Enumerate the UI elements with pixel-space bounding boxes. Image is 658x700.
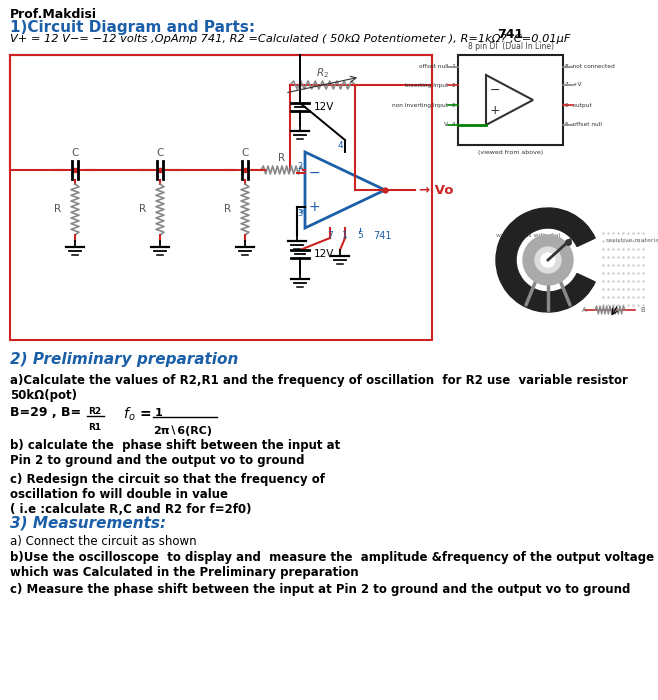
Circle shape [523, 235, 573, 285]
Text: a) Connect the circuit as shown: a) Connect the circuit as shown [10, 535, 197, 548]
Circle shape [535, 247, 561, 273]
Text: 1: 1 [342, 231, 348, 240]
Text: 741: 741 [373, 231, 392, 241]
Text: 8 pin DI  (Dual In Line): 8 pin DI (Dual In Line) [467, 42, 553, 51]
Text: (viewed from above): (viewed from above) [478, 150, 543, 155]
Text: +: + [309, 200, 320, 214]
Text: wiper turns with dial: wiper turns with dial [496, 232, 561, 237]
Text: −: − [309, 166, 320, 180]
Text: R: R [224, 204, 231, 214]
Text: 3) Measurements:: 3) Measurements: [10, 515, 166, 530]
Text: $f_o$ =: $f_o$ = [114, 406, 152, 424]
Text: −: − [490, 83, 501, 97]
Text: c) Measure the phase shift between the input at Pin 2 to ground and the output v: c) Measure the phase shift between the i… [10, 583, 630, 596]
Text: C: C [71, 148, 79, 158]
Text: 741: 741 [497, 28, 524, 41]
Text: B=29 , B=: B=29 , B= [10, 406, 81, 419]
Text: 4: 4 [338, 141, 343, 150]
Text: resistive material: resistive material [606, 237, 658, 242]
Text: 2) Preliminary preparation: 2) Preliminary preparation [10, 352, 238, 367]
Text: b) calculate the  phase shift between the input at
Pin 2 to ground and the outpu: b) calculate the phase shift between the… [10, 439, 340, 467]
Text: 12V: 12V [314, 102, 334, 112]
Text: 3: 3 [297, 209, 303, 218]
Text: A: A [582, 307, 587, 313]
Text: +: + [490, 104, 501, 116]
Text: 2: 2 [298, 162, 303, 171]
Text: B: B [640, 307, 645, 313]
Text: 12V: 12V [314, 249, 334, 259]
Text: R: R [54, 204, 61, 214]
Text: C: C [241, 148, 249, 158]
Text: 2π∖6(RC): 2π∖6(RC) [153, 426, 212, 437]
Text: b)Use the oscilloscope  to display and  measure the  amplitude &frequency of the: b)Use the oscilloscope to display and me… [10, 551, 654, 579]
Text: 5: 5 [357, 231, 363, 240]
Text: R2: R2 [88, 407, 101, 416]
Text: V  4: V 4 [445, 122, 456, 127]
Text: 5  offset null: 5 offset null [565, 122, 602, 127]
Text: R: R [278, 153, 286, 163]
Text: R1: R1 [88, 423, 101, 432]
Bar [458, 55, 563, 145]
Text: non Inverting Input  3: non Inverting Input 3 [393, 102, 456, 108]
Circle shape [541, 253, 555, 267]
Text: c) Redesign the circuit so that the frequency of
oscillation fo will double in v: c) Redesign the circuit so that the freq… [10, 473, 325, 516]
Text: R: R [139, 204, 146, 214]
Text: 7: 7 [327, 231, 333, 240]
Text: 1: 1 [155, 408, 163, 418]
Text: Prof.Makdisi: Prof.Makdisi [10, 8, 97, 21]
Bar [10, 55, 432, 340]
Text: Inverting Input  2: Inverting Input 2 [405, 83, 456, 88]
Text: 1)Circuit Diagram and Parts:: 1)Circuit Diagram and Parts: [10, 20, 255, 35]
Text: a)Calculate the values of R2,R1 and the frequency of oscillation  for R2 use  va: a)Calculate the values of R2,R1 and the … [10, 374, 628, 402]
Text: 7  +V: 7 +V [565, 83, 582, 88]
Text: C: C [157, 148, 164, 158]
Text: → Vo: → Vo [419, 183, 453, 197]
Wedge shape [496, 208, 595, 312]
Text: $R_2$: $R_2$ [316, 66, 329, 80]
Text: *: * [299, 209, 305, 219]
Text: offset null  1: offset null 1 [419, 64, 456, 69]
Text: V+ = 12 V−= −12 volts ,OpAmp 741, R2 =Calculated ( 50kΩ Potentiometer ), R=1kΩ? : V+ = 12 V−= −12 volts ,OpAmp 741, R2 =Ca… [10, 34, 570, 44]
Text: 8  not connected: 8 not connected [565, 64, 615, 69]
Text: 6  output: 6 output [565, 102, 592, 108]
